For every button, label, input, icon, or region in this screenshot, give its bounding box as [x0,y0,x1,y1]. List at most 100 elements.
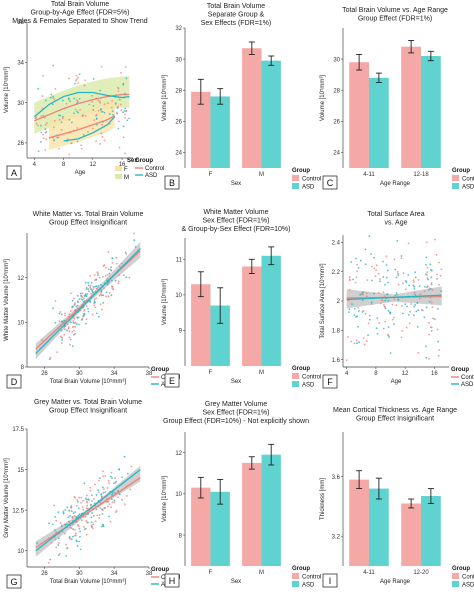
data-point [70,538,73,541]
data-point [45,99,47,102]
data-point [68,521,71,524]
data-point [71,330,74,333]
data-point [392,316,395,319]
data-point [85,494,88,497]
data-point [55,519,58,522]
data-point [58,320,61,323]
data-point [95,297,98,300]
data-point [121,498,123,501]
data-point [77,111,79,114]
data-point [90,292,92,295]
data-point [386,333,389,336]
data-point [74,496,77,499]
data-point [78,496,81,499]
data-point [73,515,76,518]
data-point [370,301,373,304]
data-point [84,295,86,298]
data-point [62,115,64,118]
data-point [60,121,63,124]
x-tick-label: 12 [402,371,409,377]
data-point [95,312,98,315]
data-point [65,523,68,526]
data-point [387,326,390,329]
data-point [435,253,438,256]
data-point [86,504,89,507]
data-point [76,545,79,547]
y-tick-label: 10 [175,293,182,299]
data-point [117,105,120,108]
data-point [345,359,348,362]
data-point [60,313,63,316]
data-point [108,272,111,275]
data-point [112,288,115,291]
x-tick-label: 38 [146,371,153,377]
y-tick-label: 32 [175,26,182,32]
legend-title: Group [292,366,310,372]
data-point [75,79,77,82]
data-point [93,502,96,505]
data-point [414,293,417,296]
data-point [95,494,98,496]
data-point [438,283,441,286]
data-point [382,275,385,278]
data-point [87,307,89,310]
panel-label-box [6,374,22,389]
data-point [60,342,63,344]
data-point [89,284,92,287]
data-point [63,328,66,331]
y-tick-label: 3.6 [332,475,341,481]
data-point [54,119,56,122]
data-point [380,299,383,302]
data-point [100,308,103,311]
data-point [90,516,93,519]
x-tick-label: F [209,570,213,576]
data-point [92,104,95,107]
data-point [125,276,128,279]
chart-title: Total Brain Volume [51,1,109,8]
data-point [110,506,113,509]
data-point [74,332,76,335]
data-point [413,291,416,294]
data-point [428,321,430,324]
x-tick-label: 12-20 [413,570,429,576]
data-point [348,308,351,311]
panel-label: H [169,576,176,586]
data-point [76,110,78,113]
data-point [95,114,98,116]
data-point [81,292,84,295]
bar-asd [261,255,281,366]
data-point [91,100,94,103]
data-point [104,507,106,510]
data-point [124,117,127,119]
data-point [408,322,411,325]
data-point [123,109,126,112]
data-point [99,101,102,104]
data-point [84,115,87,117]
data-point [430,326,433,329]
data-point [83,309,85,312]
data-point [52,64,55,67]
data-point [102,265,105,267]
data-point [61,117,64,120]
panel-label: F [327,377,333,387]
data-point [78,540,81,543]
data-point [95,123,98,126]
data-point [73,112,75,115]
x-tick-label: 16 [431,371,438,377]
data-point [114,279,117,282]
data-point [84,281,87,284]
data-point [412,284,415,287]
y-axis-label: Volume [10⁵mm³] [161,476,168,523]
data-point [80,496,83,499]
data-point [73,97,76,100]
data-point [100,65,103,68]
data-point [87,288,90,290]
data-point [71,517,74,519]
data-point [122,274,125,277]
bar-asd [369,77,389,168]
data-point [108,292,111,294]
data-point [402,272,405,275]
data-point [107,251,110,253]
data-point [89,288,92,291]
data-point [384,320,387,323]
